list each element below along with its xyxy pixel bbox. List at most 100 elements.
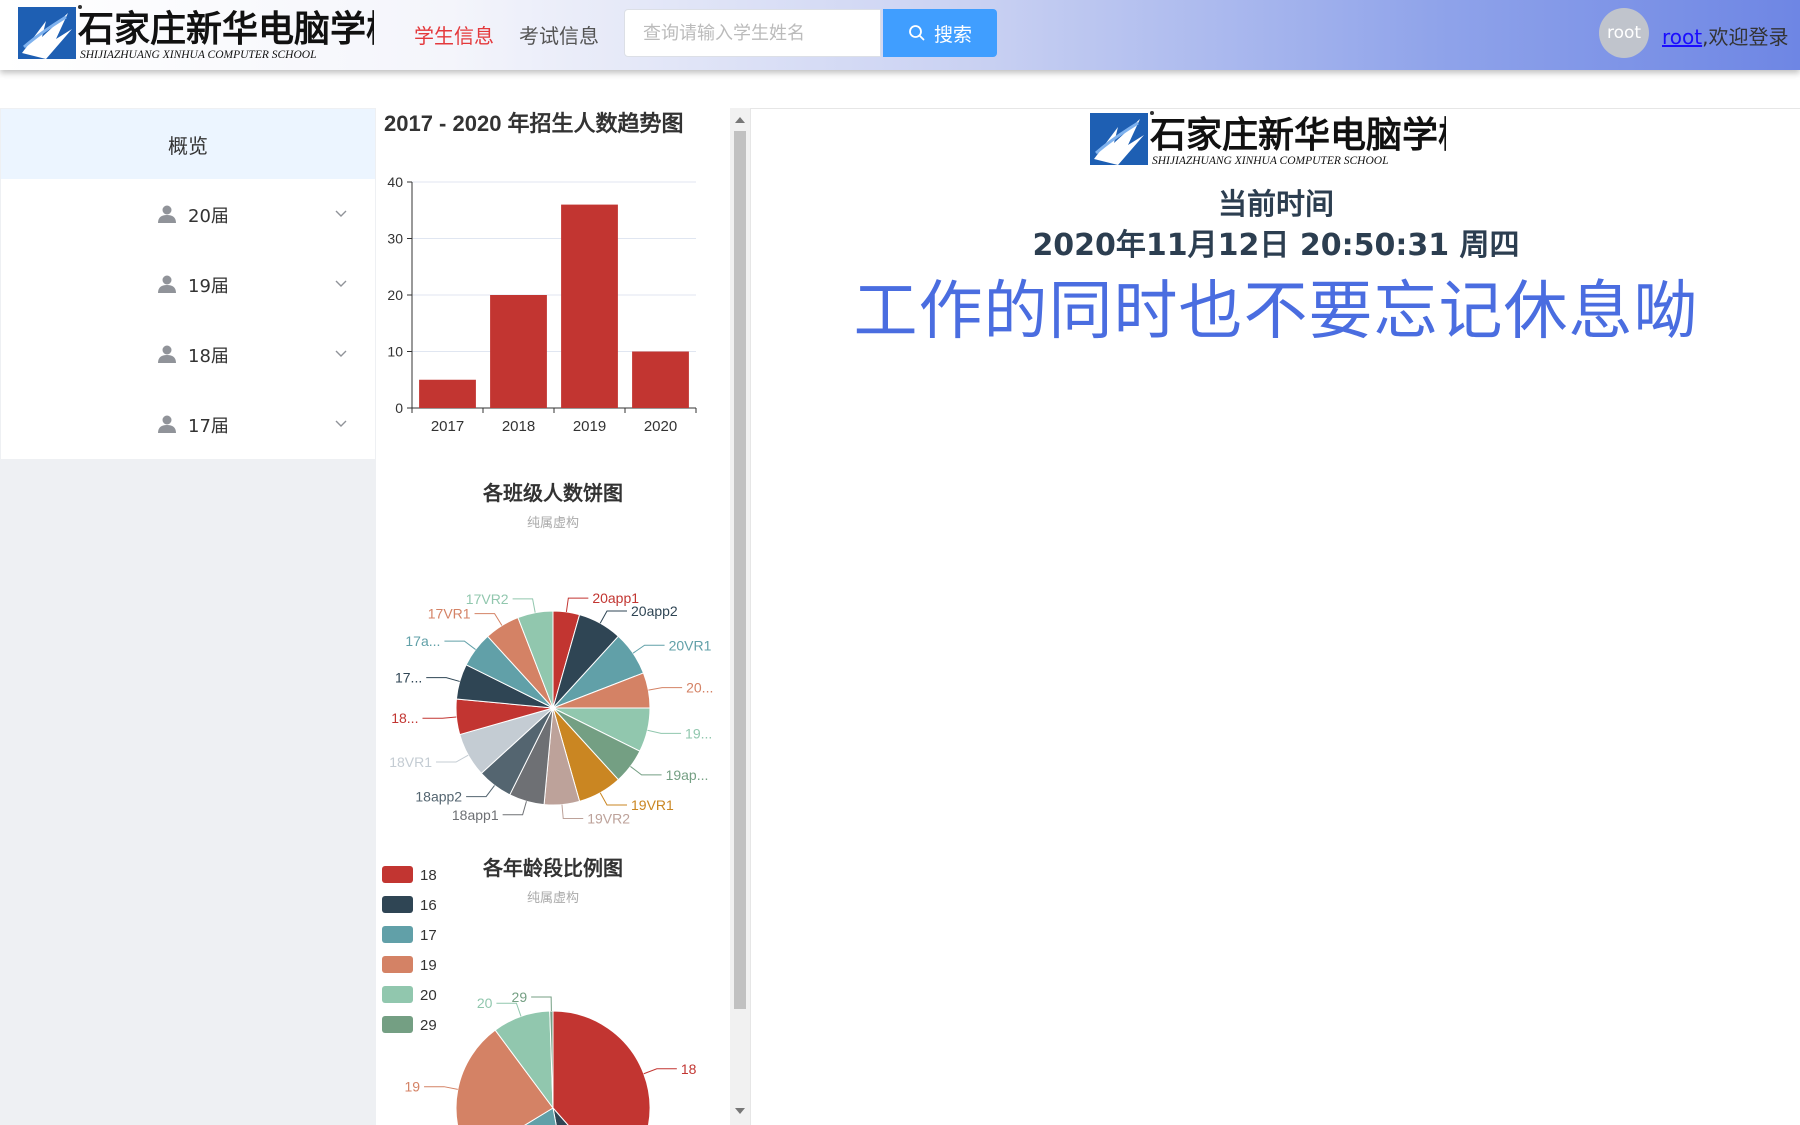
search-button[interactable]: 搜索 — [883, 9, 997, 57]
class-pie-label-line — [565, 597, 589, 612]
bar-2019 — [561, 204, 618, 408]
class-pie-label-line — [647, 729, 682, 734]
age-pie-slice-label: 18 — [681, 1061, 697, 1077]
age-pie-subtitle: 纯属虚构 — [527, 890, 579, 905]
welcome-message: root,欢迎登录 — [1662, 21, 1788, 50]
age-legend-swatch — [382, 986, 413, 1003]
y-tick-label: 40 — [387, 174, 403, 190]
current-time-title: 当前时间 — [1217, 187, 1334, 221]
class-pie-label-line — [502, 801, 527, 816]
class-pie-label-line — [426, 677, 460, 682]
class-pie-slice-label: 20... — [686, 680, 713, 696]
class-pie-slice-label: 20VR1 — [669, 637, 712, 653]
class-pie-slice-label: 17a... — [405, 633, 440, 649]
age-pie-label-line — [424, 1086, 458, 1090]
chevron-down-icon — [335, 350, 347, 357]
class-pie-slice-17VR2 — [517, 610, 554, 709]
search-button-label: 搜索 — [933, 23, 972, 46]
nav-exam-info[interactable]: 考试信息 — [519, 24, 599, 48]
main-content: 石家庄新华电脑学校 SHIJIAZHUANG XINHUA COMPUTER S… — [750, 108, 1800, 1125]
sidebar-item-20[interactable]: 20届 — [1, 179, 375, 249]
current-time-value: 2020年11月12日 20:50:31 周四 — [1032, 228, 1520, 263]
x-tick-label: 2019 — [573, 418, 606, 435]
class-pie-label-line — [444, 640, 476, 650]
class-pie-subtitle: 纯属虚构 — [527, 515, 579, 530]
class-pie-slice-label: 18... — [391, 710, 418, 726]
bar-2020 — [632, 351, 689, 408]
student-search-input[interactable] — [624, 9, 881, 57]
slogan-text: 工作的同时也不要忘记休息呦 — [853, 275, 1699, 349]
x-tick-label: 2020 — [644, 418, 677, 435]
class-pie-label-line — [466, 785, 495, 798]
class-pie-label-line — [422, 716, 457, 719]
age-legend-label: 16 — [420, 897, 437, 914]
avatar-text: root — [1606, 23, 1642, 43]
age-pie-slice-29 — [549, 1010, 554, 1109]
charts-scrollbar[interactable] — [730, 108, 750, 1125]
class-pie-slice-label: 19... — [685, 725, 712, 741]
sidebar-item-17[interactable]: 17届 — [1, 389, 375, 459]
age-legend-swatch — [382, 926, 413, 943]
sidebar-item-label: 18届 — [188, 346, 229, 367]
class-pie-slice-label: 17VR1 — [428, 606, 471, 622]
x-tick-label: 2017 — [431, 418, 464, 435]
main-logo-en-text: SHIJIAZHUANG XINHUA COMPUTER SCHOOL — [1152, 155, 1389, 167]
age-legend-label: 18 — [420, 867, 437, 884]
bar-2018 — [490, 295, 547, 408]
avatar[interactable]: root — [1599, 8, 1649, 58]
sidebar-menu: 概览 20届 19届 18届 17届 — [1, 109, 375, 459]
class-pie-label-line — [632, 644, 665, 654]
age-legend-label: 20 — [420, 987, 437, 1004]
user-icon — [158, 415, 176, 433]
charts-panel: 2017 - 2020 年招生人数趋势图 0 10 20 30 40 2017 2018 201… — [376, 108, 750, 1125]
class-pie-label-line — [512, 598, 536, 613]
sidebar-item-19[interactable]: 19届 — [1, 249, 375, 319]
age-pie-slice-label: 19 — [404, 1079, 420, 1095]
user-icon — [158, 205, 176, 223]
school-logo[interactable]: 石家庄新华电脑学校 SHIJIAZHUANG XINHUA COMPUTER S… — [16, 3, 374, 63]
age-legend-swatch — [382, 1016, 413, 1033]
age-pie-slice-label: 20 — [477, 995, 493, 1011]
class-pie-title: 各班级人数饼图 — [482, 481, 623, 505]
user-icon — [158, 345, 176, 363]
class-pie-slice-label: 18VR1 — [389, 754, 432, 770]
age-pie-label-line — [496, 1002, 522, 1017]
sidebar-item-label: 19届 — [188, 276, 229, 297]
logo-cn-text: 石家庄新华电脑学校 — [78, 8, 374, 49]
nav-student-info[interactable]: 学生信息 — [414, 24, 494, 48]
x-tick-label: 2018 — [502, 418, 535, 435]
class-pie-slice-label: 17VR2 — [466, 591, 509, 607]
sidebar-item-18[interactable]: 18届 — [1, 319, 375, 389]
chevron-down-icon — [335, 280, 347, 287]
chevron-down-icon — [335, 210, 347, 217]
sidebar-item-overview[interactable]: 概览 — [1, 109, 375, 179]
age-pie-title: 各年龄段比例图 — [482, 856, 623, 880]
bar-chart-title: 2017 - 2020 年招生人数趋势图 — [384, 111, 684, 136]
age-legend-swatch — [382, 956, 413, 973]
scroll-thumb[interactable] — [734, 131, 746, 1009]
class-pie-slice-label: 19VR1 — [631, 797, 674, 813]
y-tick-label: 30 — [387, 231, 403, 247]
username-link[interactable]: root — [1662, 25, 1703, 49]
sidebar-item-label: 17届 — [188, 416, 229, 437]
age-legend-label: 19 — [420, 957, 437, 974]
class-pie-slice-label: 17... — [395, 670, 422, 686]
class-pie-label-line — [599, 610, 628, 624]
age-legend-label: 17 — [420, 927, 437, 944]
sidebar-item-label: 20届 — [188, 206, 229, 227]
welcome-text: ,欢迎登录 — [1702, 25, 1789, 49]
logo-en-text: SHIJIAZHUANG XINHUA COMPUTER SCHOOL — [80, 49, 317, 61]
class-pie-slice-label: 20app1 — [592, 590, 639, 606]
user-icon — [158, 275, 176, 293]
age-legend-swatch — [382, 896, 413, 913]
scroll-down-arrow[interactable] — [735, 1108, 745, 1114]
class-pie-slice-label: 19VR2 — [587, 811, 630, 827]
scroll-up-arrow[interactable] — [735, 117, 745, 123]
search-icon — [909, 25, 925, 41]
school-logo-main: 石家庄新华电脑学校 SHIJIAZHUANG XINHUA COMPUTER S… — [1090, 111, 1446, 167]
class-pie-label-line — [561, 804, 584, 820]
y-tick-label: 10 — [387, 344, 403, 360]
chevron-down-icon — [335, 420, 347, 427]
y-tick-label: 0 — [395, 400, 403, 416]
